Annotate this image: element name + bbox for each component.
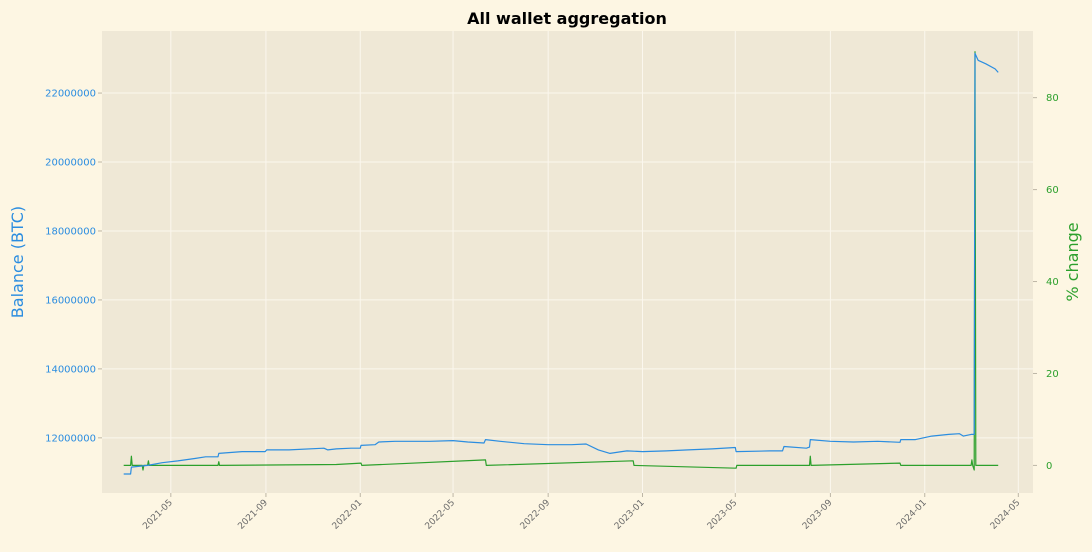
left-tick-label: 12000000 [45, 433, 96, 444]
balance-series-line [123, 52, 999, 475]
right-tick-label: 60 [1046, 185, 1059, 196]
chart-title: All wallet aggregation [467, 9, 667, 28]
right-tick-label: 80 [1046, 93, 1059, 104]
right-tick-label: 40 [1046, 277, 1059, 288]
right-axis-label: % change [1063, 222, 1082, 301]
left-tick-label: 20000000 [45, 158, 96, 169]
grid [102, 31, 1033, 493]
left-axis-label: Balance (BTC) [8, 206, 27, 318]
left-tick-label: 14000000 [45, 364, 96, 375]
right-tick-label: 0 [1046, 461, 1052, 472]
series-layer [123, 51, 999, 475]
left-axis-ticks: 12000000 14000000 16000000 18000000 20000000… [45, 89, 102, 444]
right-tick-label: 20 [1046, 369, 1059, 380]
right-axis-ticks: 0 20 40 60 80 [1033, 93, 1059, 472]
left-tick-label: 22000000 [45, 89, 96, 100]
left-tick-label: 16000000 [45, 295, 96, 306]
plot-area [102, 31, 1033, 493]
left-tick-label: 18000000 [45, 226, 96, 237]
pct-change-series-line [123, 51, 999, 471]
